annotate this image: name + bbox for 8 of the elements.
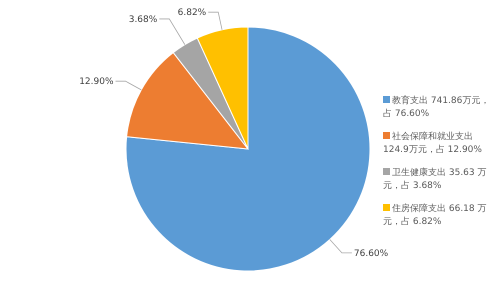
data-label: 76.60% xyxy=(354,248,389,259)
legend-label: 教育支出 741.86万元，占 76.60% xyxy=(383,96,490,119)
data-label: 3.68% xyxy=(128,14,158,25)
legend-label: 社会保障和就业支出 124.9万元，占 12.90% xyxy=(383,132,482,155)
legend-label: 住房保障支出 66.18 万元，占 6.82% xyxy=(383,204,486,227)
data-label: 6.82% xyxy=(178,8,207,18)
data-label: 12.90% xyxy=(79,77,114,88)
legend-label: 卫生健康支出 35.63 万元，占 3.68% xyxy=(383,168,486,191)
